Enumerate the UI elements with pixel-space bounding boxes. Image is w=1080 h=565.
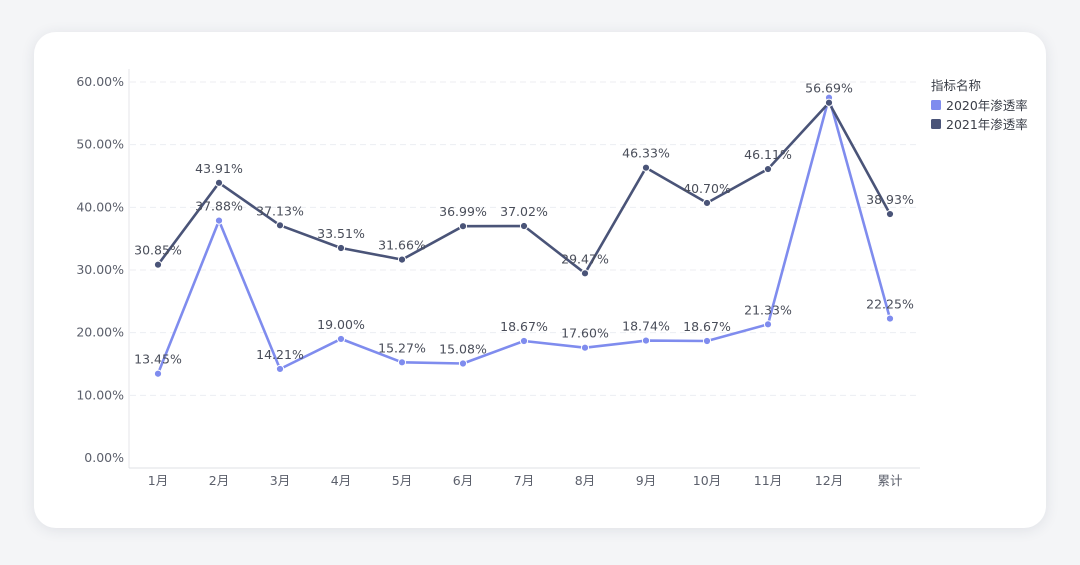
data-label: 46.11% [744,147,792,162]
grid-lines [130,81,920,396]
data-point[interactable] [580,269,590,278]
data-point[interactable] [519,221,529,231]
data-label: 22.25% [866,297,914,312]
data-label: 30.85% [134,243,182,258]
data-point[interactable] [275,364,285,374]
data-point[interactable] [458,222,468,231]
data-label: 17.60% [561,326,609,341]
x-tick-label: 累计 [877,473,902,488]
data-point[interactable] [458,359,468,368]
data-point[interactable] [580,343,590,352]
data-point[interactable] [824,98,834,107]
data-point[interactable] [702,336,712,346]
data-point[interactable] [763,320,773,329]
data-label: 15.08% [439,341,487,356]
data-point[interactable] [641,163,651,172]
y-tick-label: 60.00% [76,74,124,89]
data-label: 40.70% [683,181,731,196]
y-tick-label: 30.00% [76,262,124,277]
data-point[interactable] [885,314,895,323]
data-point[interactable] [641,336,651,345]
data-point[interactable] [885,209,895,219]
data-point[interactable] [397,358,407,367]
data-point[interactable] [214,216,224,225]
x-tick-label: 12月 [815,473,843,488]
data-label: 38.93% [866,192,914,207]
data-point[interactable] [336,334,346,344]
data-label: 15.27% [378,340,426,355]
data-label: 43.91% [195,161,243,176]
data-labels: 13.45% 37.88% 14.21% 19.00% 15.27% 15.08% 18.6… [134,81,914,367]
data-label: 56.69% [805,81,853,96]
x-tick-label: 7月 [514,473,534,488]
data-label: 18.67% [500,319,548,334]
y-tick-label: 50.00% [76,137,124,152]
data-point[interactable] [153,369,163,378]
legend-label-2020[interactable]: 2020年渗透率 [946,98,1028,113]
x-tick-label: 6月 [453,473,473,488]
data-label: 19.00% [317,317,365,332]
y-tick-label: 0.00% [84,450,124,465]
x-tick-label: 9月 [636,473,656,488]
axes: 0.00% 10.00% 20.00% 30.00% 40.00% 50.00% 60.00… [76,69,920,488]
data-label: 18.67% [683,319,731,334]
chart-card [34,32,1046,528]
data-label: 18.74% [622,319,670,334]
x-tick-label: 1月 [148,473,168,488]
data-label: 33.51% [317,226,365,241]
data-point[interactable] [336,243,346,253]
data-label: 14.21% [256,347,304,362]
data-point[interactable] [519,336,529,346]
data-point[interactable] [397,255,407,264]
y-tick-label: 40.00% [76,199,124,214]
data-label: 37.13% [256,203,304,218]
data-label: 46.33% [622,146,670,161]
x-tick-label: 4月 [331,473,351,488]
data-label: 21.33% [744,302,792,317]
legend-swatch-2020[interactable] [931,100,941,110]
legend-label-2021[interactable]: 2021年渗透率 [946,117,1028,132]
x-tick-label: 2月 [209,473,229,488]
x-tick-label: 11月 [754,473,782,488]
data-label: 13.45% [134,352,182,367]
legend-swatch-2021[interactable] [931,119,941,129]
data-label: 29.47% [561,251,609,266]
x-tick-label: 10月 [693,473,721,488]
data-point[interactable] [702,198,712,208]
series-lines [153,93,895,378]
x-tick-label: 3月 [270,473,290,488]
data-label: 37.02% [500,204,548,219]
legend-title: 指标名称 [931,78,981,93]
series-line-1 [156,101,892,275]
data-point[interactable] [275,221,285,230]
y-tick-label: 20.00% [76,325,124,340]
data-point[interactable] [763,164,773,174]
data-label: 37.88% [195,199,243,214]
legend: 指标名称 2020年渗透率 2021年渗透率 [931,78,1028,132]
data-point[interactable] [153,260,163,269]
x-tick-label: 8月 [575,473,595,488]
data-label: 36.99% [439,204,487,219]
data-label: 31.66% [378,238,426,253]
x-tick-label: 5月 [392,473,412,488]
data-point[interactable] [214,178,224,187]
y-tick-label: 10.00% [76,387,124,402]
